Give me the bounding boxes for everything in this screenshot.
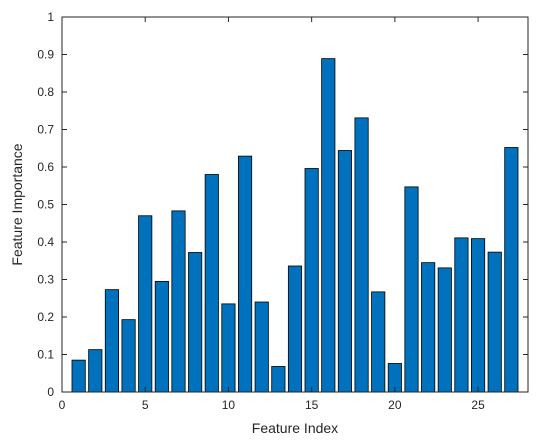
bar-feature-18 — [354, 117, 369, 393]
x-axis-title: Feature Index — [252, 420, 338, 436]
x-tick-label: 10 — [222, 398, 236, 412]
bar-feature-23 — [437, 267, 452, 393]
x-tick-label: 20 — [388, 398, 402, 412]
y-tick-label: 0.3 — [37, 273, 54, 287]
y-tick-label: 0.7 — [37, 123, 54, 137]
bar-feature-3 — [104, 289, 119, 393]
bar-feature-16 — [321, 58, 336, 393]
ticks-group: 0 5 10 15 20 25 0 0.1 0.2 0.3 0.4 0.5 0.6 0.7 0.8 0.9 1 — [37, 10, 528, 412]
bar-feature-27 — [504, 147, 519, 393]
y-tick-label: 0.2 — [37, 310, 54, 324]
bar-feature-21 — [404, 186, 419, 393]
bar-feature-12 — [254, 301, 269, 393]
y-tick-label: 0.4 — [37, 235, 54, 249]
y-tick-label: 1 — [47, 10, 54, 24]
y-tick-label: 0.5 — [37, 198, 54, 212]
bar-feature-11 — [238, 155, 253, 393]
x-tick-label: 5 — [142, 398, 149, 412]
y-tick-label: 0.1 — [37, 348, 54, 362]
y-axis-title: Feature Importance — [9, 143, 25, 265]
bar-feature-17 — [337, 150, 352, 393]
bar-feature-6 — [154, 280, 169, 393]
y-tick-label: 0.9 — [37, 48, 54, 62]
plot-frame — [61, 16, 529, 393]
bar-feature-2 — [88, 349, 103, 393]
bars-group — [71, 58, 519, 393]
x-tick-label: 0 — [59, 398, 66, 412]
bar-feature-22 — [421, 262, 436, 393]
bar-feature-15 — [304, 168, 319, 393]
y-tick-label: 0.6 — [37, 160, 54, 174]
bar-feature-26 — [487, 251, 502, 393]
y-tick-label: 0 — [47, 385, 54, 399]
bar-feature-10 — [221, 303, 236, 393]
bar-feature-14 — [287, 265, 303, 393]
bar-feature-7 — [171, 210, 186, 393]
bar-feature-13 — [271, 366, 286, 393]
x-tick-label: 15 — [305, 398, 319, 412]
bar-feature-25 — [471, 238, 486, 393]
bar-feature-4 — [121, 319, 136, 393]
bar-feature-24 — [454, 237, 469, 393]
bar-feature-9 — [204, 174, 219, 393]
bar-feature-1 — [71, 359, 86, 393]
bar-feature-19 — [371, 291, 386, 393]
bar-feature-8 — [188, 252, 203, 393]
y-tick-label: 0.8 — [37, 85, 54, 99]
x-tick-label: 25 — [471, 398, 485, 412]
bar-feature-5 — [138, 215, 153, 393]
